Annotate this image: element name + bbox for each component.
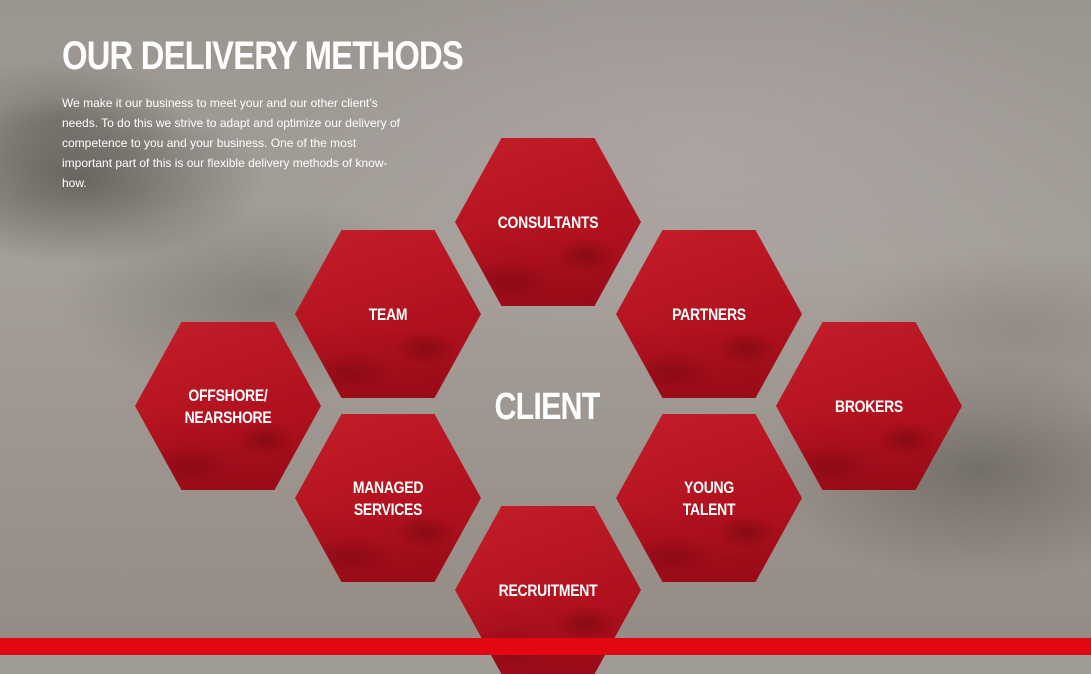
hex-label-brokers: BROKERS <box>834 397 903 416</box>
hex-label-offshore-line1: OFFSHORE/ <box>188 386 268 405</box>
hex-photo <box>616 230 802 398</box>
hex-brokers[interactable]: BROKERS <box>776 322 962 490</box>
hex-label-team: TEAM <box>368 305 408 324</box>
hex-photo <box>295 230 481 398</box>
hex-label-offshore-line2: NEARSHORE <box>184 408 272 427</box>
hex-label-young-line1: YOUNG <box>684 478 734 497</box>
hex-team[interactable]: TEAM <box>295 230 481 398</box>
hex-label-managed-line1: MANAGED <box>352 478 424 497</box>
page-title: OUR DELIVERY METHODS <box>62 34 464 78</box>
intro-text: We make it our business to meet your and… <box>62 96 400 190</box>
hex-label-consultants: CONSULTANTS <box>497 213 599 232</box>
center-label-client: CLIENT <box>494 386 601 428</box>
hex-photo <box>135 322 321 490</box>
hex-photo <box>616 414 802 582</box>
hex-label-managed-line2: SERVICES <box>353 500 423 519</box>
hex-photo <box>776 322 962 490</box>
hex-managed-services[interactable]: MANAGED SERVICES <box>295 414 481 582</box>
hex-label-recruitment: RECRUITMENT <box>498 581 598 600</box>
bottom-accent-bar <box>0 638 1091 655</box>
hex-young-talent[interactable]: YOUNG TALENT <box>616 414 802 582</box>
hex-photo <box>455 138 641 306</box>
hex-offshore-nearshore[interactable]: OFFSHORE/ NEARSHORE <box>135 322 321 490</box>
hex-label-partners: PARTNERS <box>672 305 746 324</box>
hex-consultants[interactable]: CONSULTANTS <box>455 138 641 306</box>
hex-photo <box>295 414 481 582</box>
hex-partners[interactable]: PARTNERS <box>616 230 802 398</box>
hex-label-young-line2: TALENT <box>682 500 736 519</box>
